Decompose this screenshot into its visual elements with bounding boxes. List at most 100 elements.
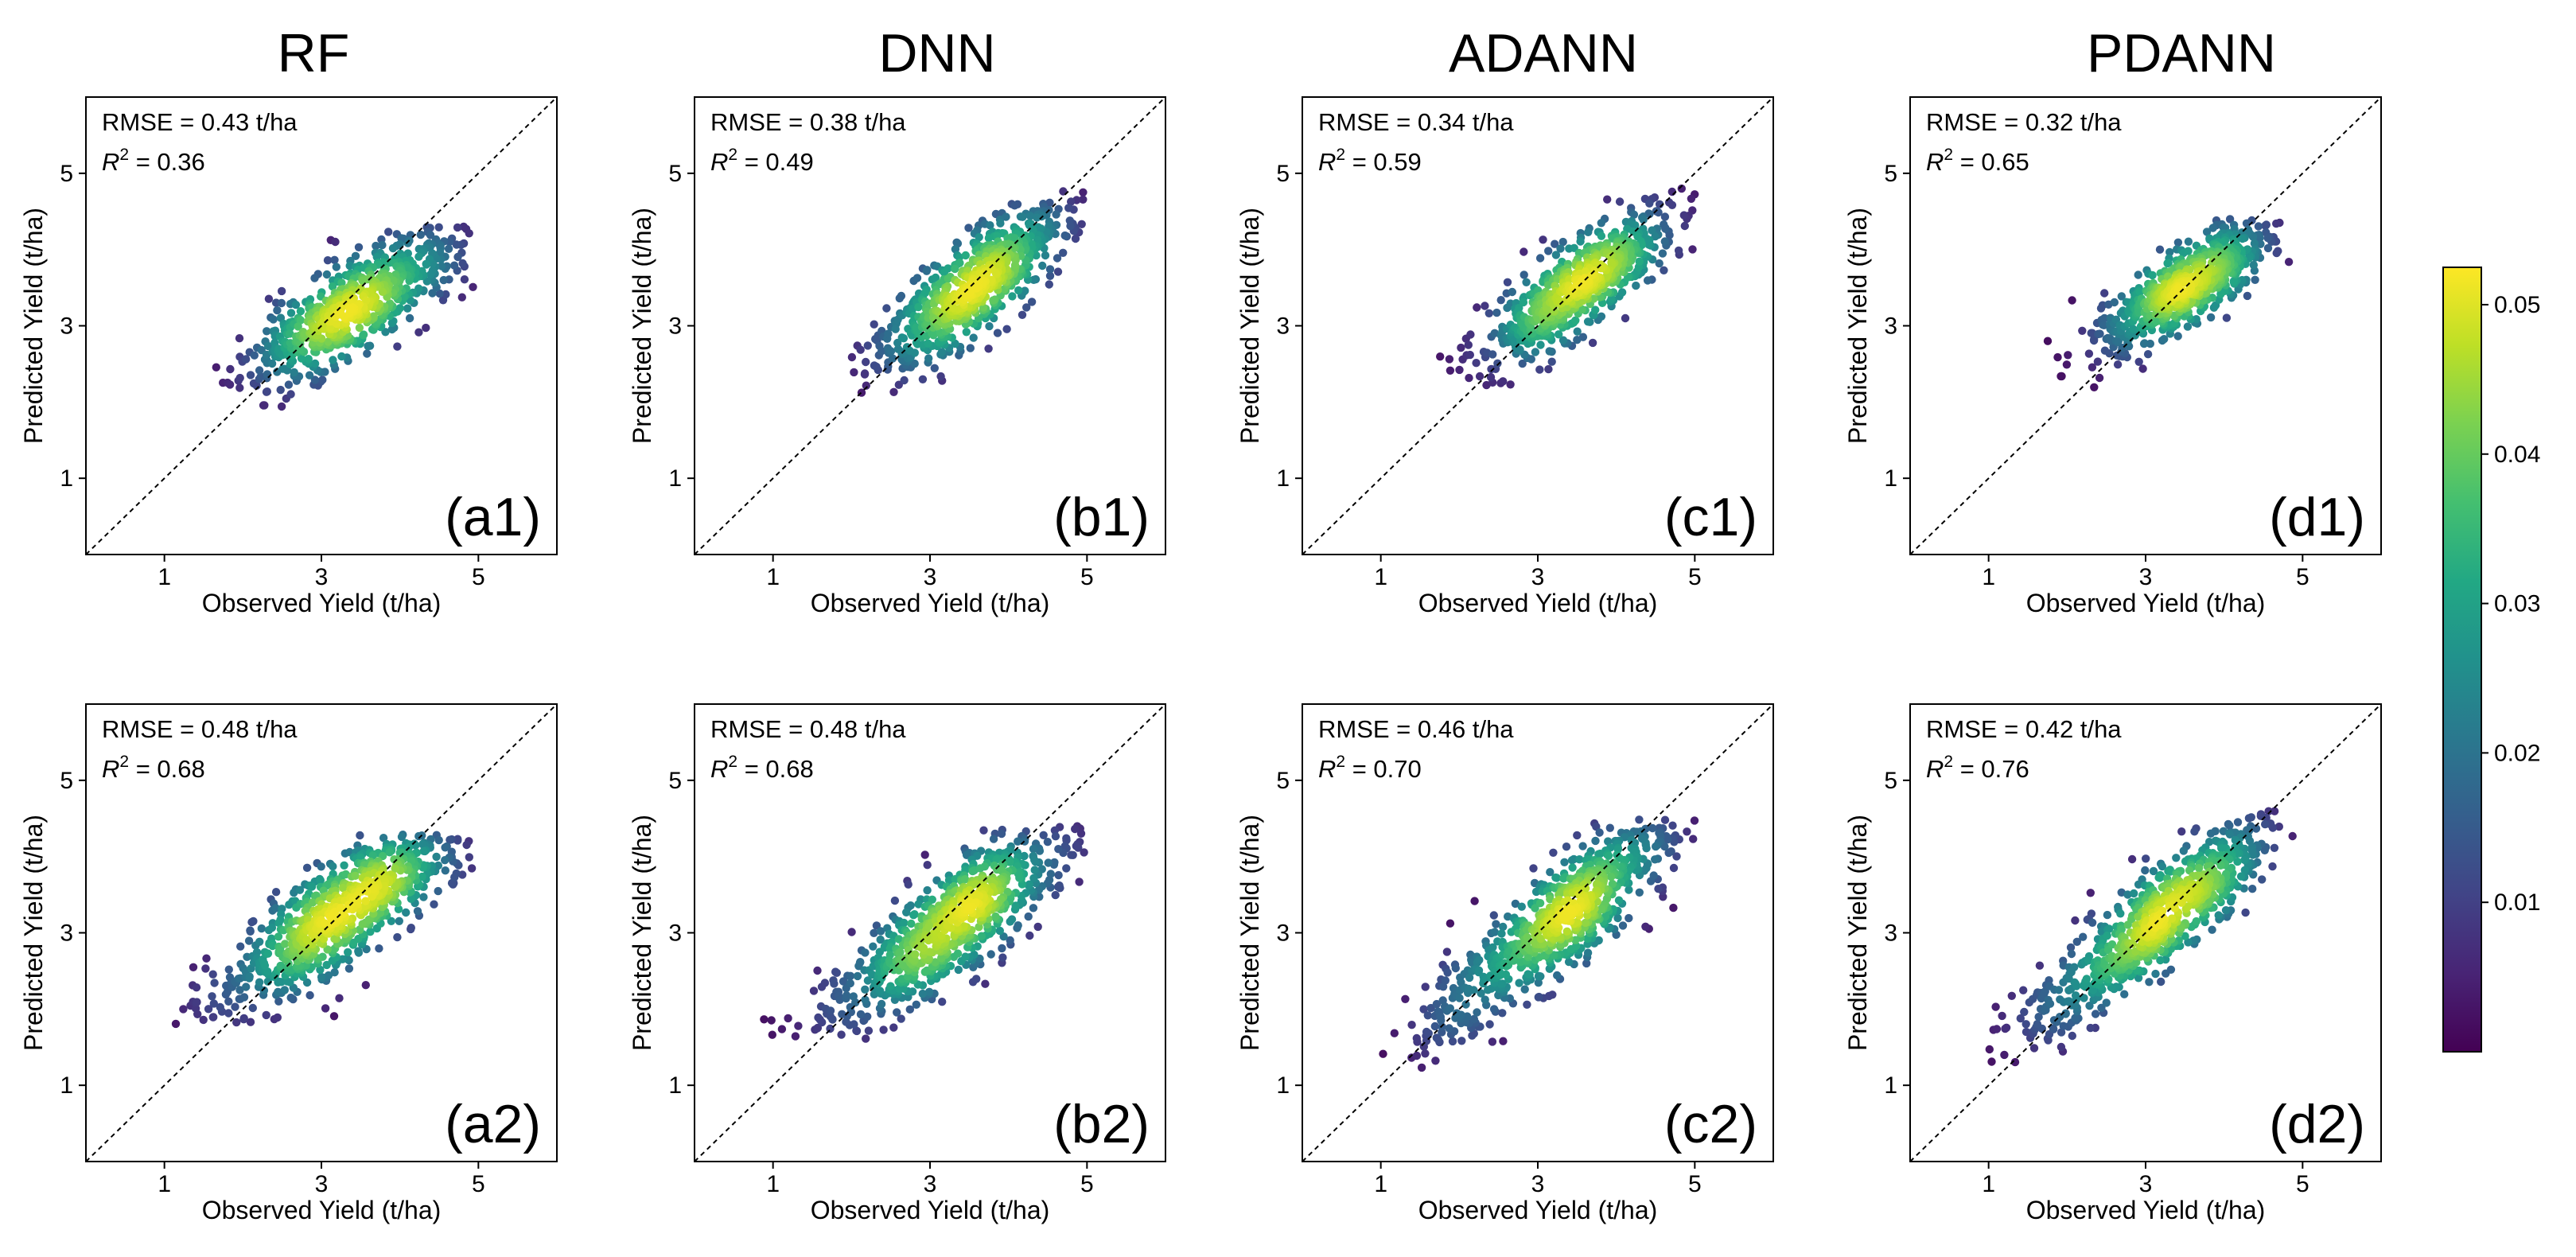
scatter-point [1029,904,1038,913]
scatter-point [446,835,454,844]
scatter-point [1477,989,1485,998]
r2-symbol: R [1926,148,1944,176]
scatter-point [889,387,898,396]
scatter-point [1442,948,1452,956]
scatter-points [760,822,1088,1043]
scatter-point [418,872,426,881]
scatter-point [2138,364,2147,373]
scatter-point [989,296,998,305]
scatter-point [1562,843,1571,851]
scatter-point [274,987,282,997]
scatter-point [434,835,443,845]
x-tick-label: 1 [158,564,171,590]
scatter-point [938,998,947,1006]
scatter-point [1660,237,1669,246]
scatter-point [239,1014,248,1023]
scatter-point [899,334,909,343]
scatter-point [366,928,375,936]
scatter-point [1453,1009,1461,1018]
scatter-point [1008,292,1017,301]
scatter-point [263,370,272,379]
scatter-points [1379,815,1699,1072]
scatter-point [354,947,363,955]
scatter-point [993,329,1002,337]
scatter-point [441,843,449,852]
scatter-point [1421,983,1430,991]
scatter-point [407,924,415,932]
x-tick-label: 3 [1531,564,1545,590]
scatter-point [224,965,233,974]
scatter-point [948,303,958,312]
scatter-point [1455,365,1464,375]
x-axis-label: Observed Yield (t/ha) [811,1196,1050,1224]
scatter-point [1002,325,1011,333]
scatter-point [924,339,932,348]
scatter-point [2117,292,2126,301]
scatter-point [235,334,244,343]
y-tick-label: 1 [668,1072,682,1099]
scatter-point [414,328,423,337]
scatter-point [900,376,909,385]
x-axis-label: Observed Yield (t/ha) [202,589,442,617]
scatter-point [1448,1037,1457,1046]
scatter-point [862,381,871,390]
x-tick-label: 1 [158,1171,171,1197]
scatter-point [260,961,270,971]
scatter-point [923,861,932,870]
scatter-point [337,278,346,287]
scatter-point [418,863,427,872]
scatter-point [378,240,387,250]
scatter-point [462,840,471,850]
scatter-point [361,897,370,905]
scatter-point [1457,1037,1466,1045]
scatter-point [2093,357,2103,366]
scatter-point [1025,212,1035,220]
scatter-point [842,991,851,1000]
scatter-point [323,256,333,265]
scatter-point [940,268,949,277]
scatter-point [1583,948,1593,957]
column-title: ADANN [1449,23,1638,84]
scatter-point [1033,922,1042,932]
scatter-point [1457,343,1465,352]
scatter-point [985,321,994,331]
scatter-point [269,315,278,324]
scatter-point [395,916,403,926]
x-tick-label: 3 [924,1171,937,1197]
scatter-point [1571,316,1580,325]
scatter-point [1552,874,1562,882]
scatter-point [910,359,919,368]
scatter-point [351,251,360,260]
scatter-point [1518,359,1527,368]
scatter-point [1045,271,1055,280]
y-tick-label: 3 [668,920,682,947]
scatter-point [426,270,435,279]
scatter-point [1054,845,1063,854]
scatter-point [1079,195,1088,204]
scatter-point [1488,1037,1497,1046]
scatter-point [996,219,1005,228]
one-to-one-line [694,703,1166,1162]
scatter-point [294,322,302,331]
scatter-point [860,369,870,378]
scatter-point [460,275,469,284]
scatter-point [1497,929,1506,938]
scatter-point [432,852,441,862]
r2-text: R2 = 0.36 [102,146,205,176]
scatter-point [2183,322,2193,331]
scatter-point [1079,188,1088,197]
r2-superscript: 2 [728,146,737,164]
scatter-point [894,935,904,944]
x-tick-label: 1 [766,564,780,590]
scatter-point [1472,359,1481,368]
scatter-point [1560,858,1569,867]
scatter-point [986,221,994,230]
scatter-point [1651,855,1660,864]
scatter-point [760,1015,769,1024]
scatter-point [1631,221,1640,230]
scatter-point [364,915,373,924]
scatter-point [1648,823,1657,833]
scatter-point [876,935,885,944]
